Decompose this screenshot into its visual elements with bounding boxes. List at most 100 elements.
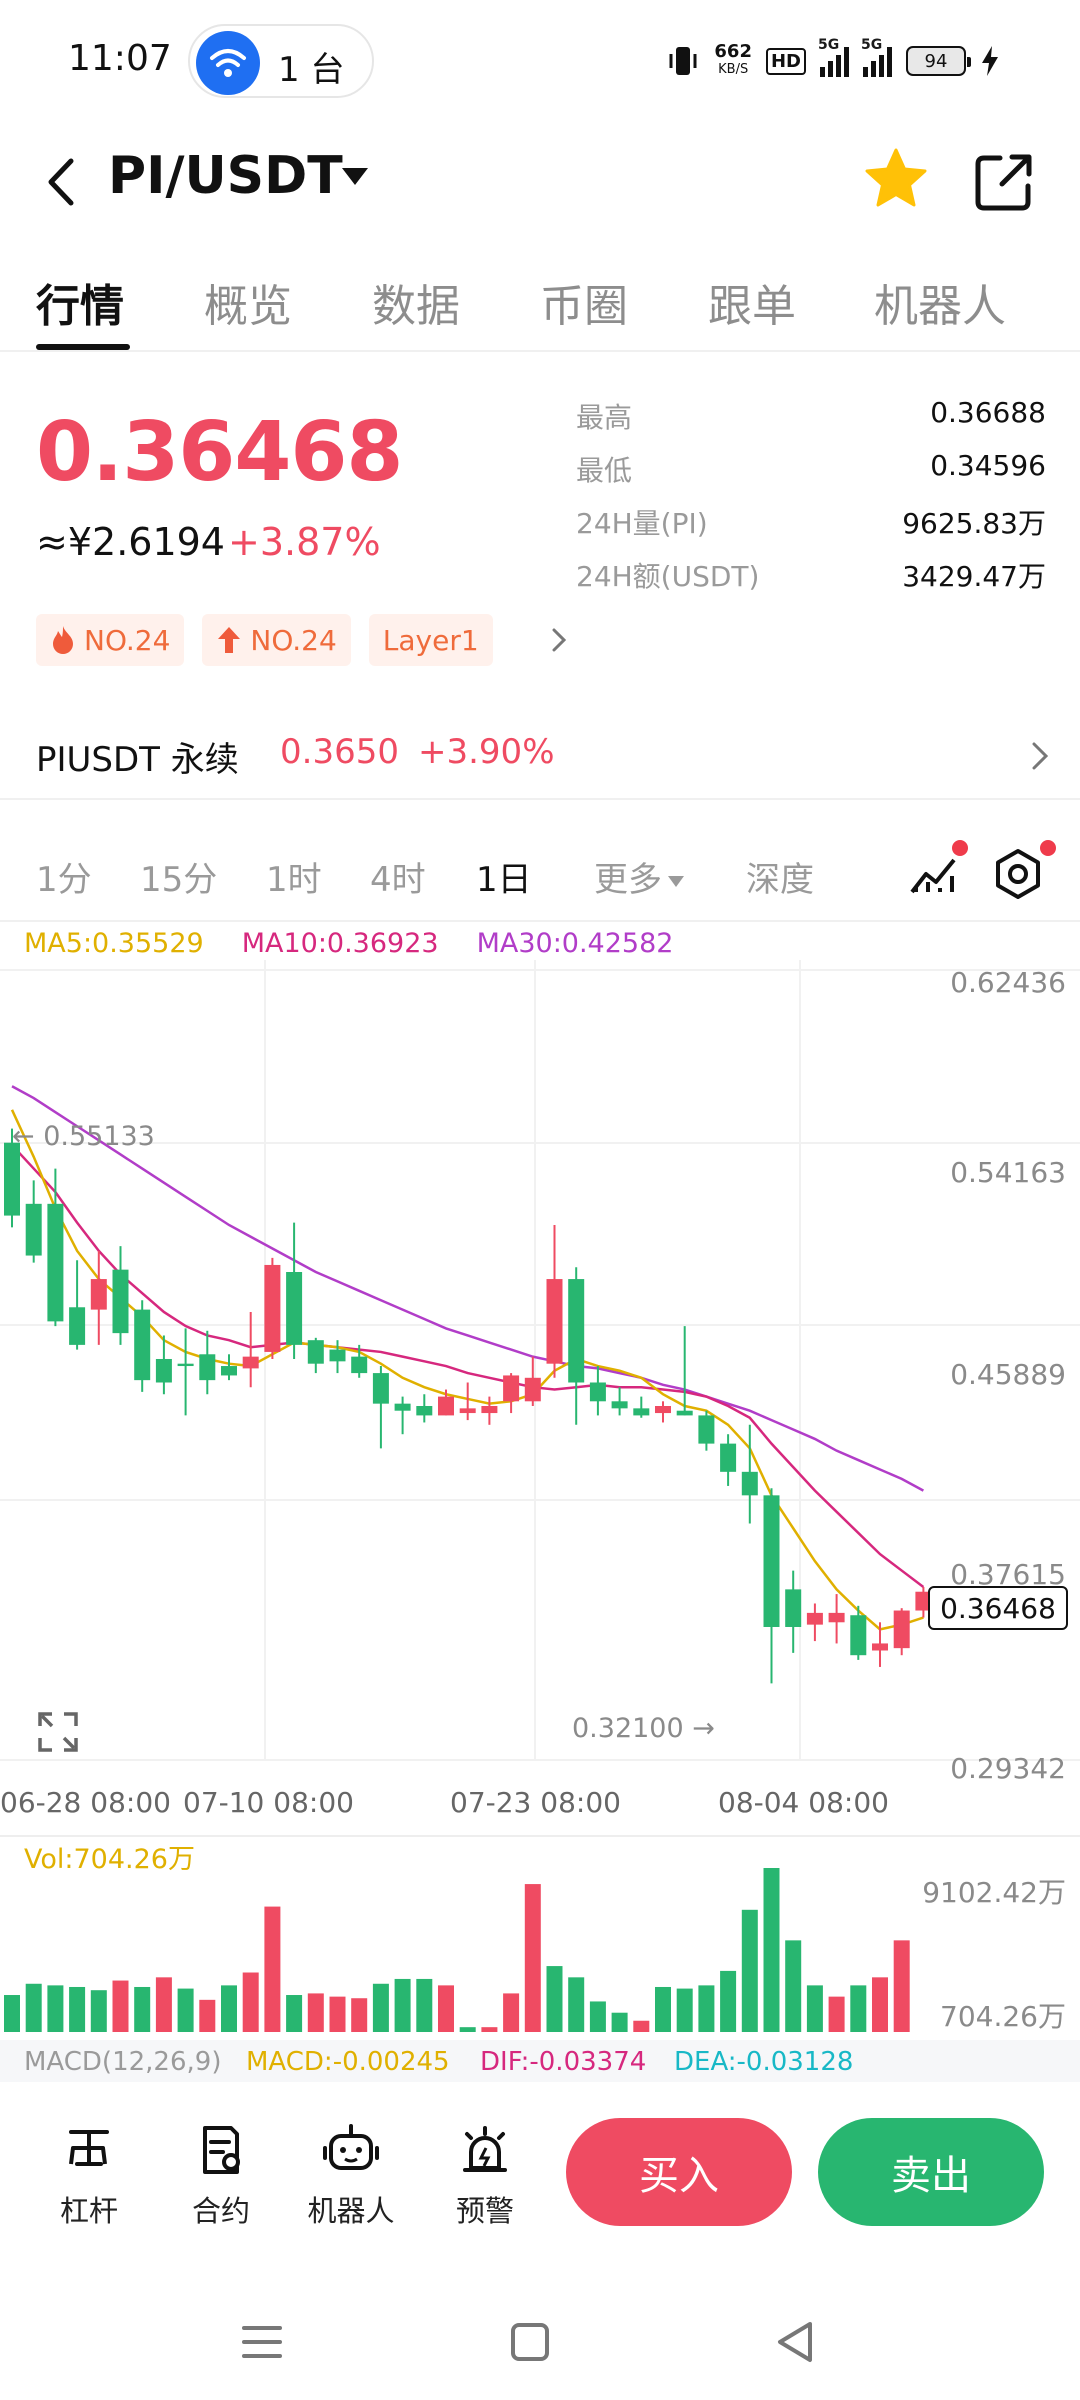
candle-body — [90, 1279, 107, 1310]
tag-hot-rank[interactable]: NO.24 — [36, 614, 185, 666]
star-icon — [865, 148, 927, 207]
x-tick-label: 08-04 08:00 — [718, 1786, 889, 1819]
volume-bar — [329, 1996, 346, 2032]
buy-button[interactable]: 买入 — [566, 2118, 792, 2226]
candle-body — [155, 1358, 172, 1383]
candle-body — [4, 1142, 20, 1216]
tab-data[interactable]: 数据 — [372, 281, 460, 332]
menu-icon[interactable] — [232, 2312, 292, 2372]
status-bar: 11:07 1 台 662 KB/S HD 5G 5G 94 — [0, 0, 1080, 124]
candle-body — [394, 1403, 411, 1411]
candle-body — [264, 1264, 281, 1352]
interval-15m[interactable]: 15分 — [140, 860, 218, 900]
tab-copy-trade[interactable]: 跟单 — [708, 281, 796, 332]
chart-grid — [0, 960, 1080, 1761]
high-price-marker: ← 0.55133 — [12, 1121, 155, 1152]
candle-body — [568, 1279, 585, 1383]
candle-body — [69, 1307, 86, 1345]
ma10-series — [11, 1144, 925, 1589]
margin-button[interactable]: 杠杆 — [44, 2122, 134, 2230]
candle-body — [589, 1382, 606, 1402]
volume-bar — [828, 1996, 845, 2032]
perpetual-change: +3.90% — [418, 732, 555, 772]
interval-1m[interactable]: 1分 — [36, 860, 92, 900]
candle-body — [416, 1406, 433, 1416]
volume-bar — [503, 1993, 520, 2032]
volume-bar — [524, 1884, 541, 2032]
bot-button[interactable]: 机器人 — [306, 2122, 396, 2230]
tab-bot[interactable]: 机器人 — [874, 281, 1006, 332]
arrow-up-icon — [218, 627, 241, 653]
stat-24h-volume: 24H量(PI) 9625.83万 — [576, 507, 1046, 540]
dif-value: DIF:-0.03374 — [480, 2047, 646, 2077]
chevron-right-icon — [1032, 742, 1049, 770]
candle-body — [915, 1591, 932, 1611]
volume-bar — [134, 1986, 151, 2032]
lever-icon — [69, 2130, 109, 2166]
settings-icon — [996, 849, 1040, 899]
perpetual-row[interactable]: PIUSDT 永续 0.3650 +3.90% — [0, 710, 1080, 800]
home-icon[interactable] — [500, 2312, 560, 2372]
y-tick-label: 0.37615 — [950, 1558, 1066, 1591]
candle-body — [503, 1375, 520, 1402]
sell-button[interactable]: 卖出 — [818, 2118, 1044, 2226]
tab-community[interactable]: 币圈 — [540, 281, 628, 332]
y-axis-labels: 0.62436 0.54163 0.45889 0.37615 0.29342 — [950, 966, 1066, 1785]
candle-body — [329, 1349, 346, 1362]
candle-body — [134, 1309, 151, 1381]
tag-category[interactable]: Layer1 — [368, 614, 493, 666]
volume-label: Vol:704.26万 — [24, 1844, 195, 1875]
volume-bar — [589, 2001, 606, 2032]
candle-body — [372, 1373, 389, 1404]
battery-icon: 94 — [906, 46, 971, 76]
futures-button[interactable]: 合约 — [176, 2122, 266, 2230]
interval-1h[interactable]: 1时 — [266, 860, 322, 900]
fullscreen-icon[interactable] — [36, 1710, 80, 1754]
ma10-line — [11, 1144, 925, 1589]
tag-gainer-rank[interactable]: NO.24 — [202, 614, 351, 666]
candle-body — [242, 1356, 259, 1369]
contract-icon — [203, 2126, 240, 2174]
net-speed: 662 KB/S — [714, 41, 752, 78]
ma30-label: MA30:0.42582 — [476, 928, 674, 959]
price-change: +3.87% — [228, 520, 381, 564]
interval-1d[interactable]: 1日 — [476, 860, 532, 900]
favorite-button[interactable] — [858, 142, 934, 218]
tab-overview[interactable]: 概览 — [204, 281, 292, 332]
screen-cast-pill[interactable]: 1 台 — [188, 24, 374, 98]
candle-body — [633, 1408, 650, 1416]
x-tick-label: 07-10 08:00 — [183, 1786, 354, 1819]
volume-bar — [763, 1868, 780, 2032]
interval-more[interactable]: 更多 — [594, 852, 684, 901]
candle-body — [286, 1272, 303, 1345]
caret-down-icon — [668, 876, 684, 887]
indicator-button[interactable] — [906, 846, 962, 902]
volume-bar — [806, 1985, 823, 2032]
volume-bar — [676, 1988, 693, 2032]
depth-tab[interactable]: 深度 — [746, 860, 814, 900]
chevron-right-icon[interactable] — [544, 622, 574, 658]
tab-market[interactable]: 行情 — [36, 281, 124, 332]
alarm-icon — [463, 2126, 507, 2172]
x-tick-label: 06-28 08:00 — [0, 1786, 171, 1819]
volume-bar — [850, 1985, 867, 2032]
candle-body — [438, 1396, 454, 1416]
share-button[interactable] — [966, 144, 1042, 220]
interval-4h[interactable]: 4时 — [370, 860, 426, 900]
alert-button[interactable]: 预警 — [440, 2122, 530, 2230]
caret-down-icon[interactable] — [342, 168, 368, 185]
last-price-tag: 0.36468 — [928, 1586, 1068, 1630]
back-button[interactable] — [30, 150, 90, 214]
pair-title[interactable]: PI/USDT — [108, 146, 343, 206]
candle-body — [806, 1612, 823, 1625]
kline-chart[interactable]: 0.62436 0.54163 0.45889 0.37615 0.29342 ← 0.… — [0, 960, 1080, 1880]
chart-settings-button[interactable] — [990, 846, 1046, 902]
volume-bar — [199, 1999, 216, 2032]
candle-body — [698, 1415, 715, 1444]
system-nav-bar — [0, 2290, 1080, 2400]
volume-bar — [221, 1985, 237, 2032]
settings-badge — [1040, 840, 1056, 856]
back-nav-icon[interactable] — [766, 2312, 826, 2372]
tag-list: NO.24 NO.24 Layer1 — [36, 614, 493, 666]
y-tick-label: 0.29342 — [950, 1752, 1066, 1785]
